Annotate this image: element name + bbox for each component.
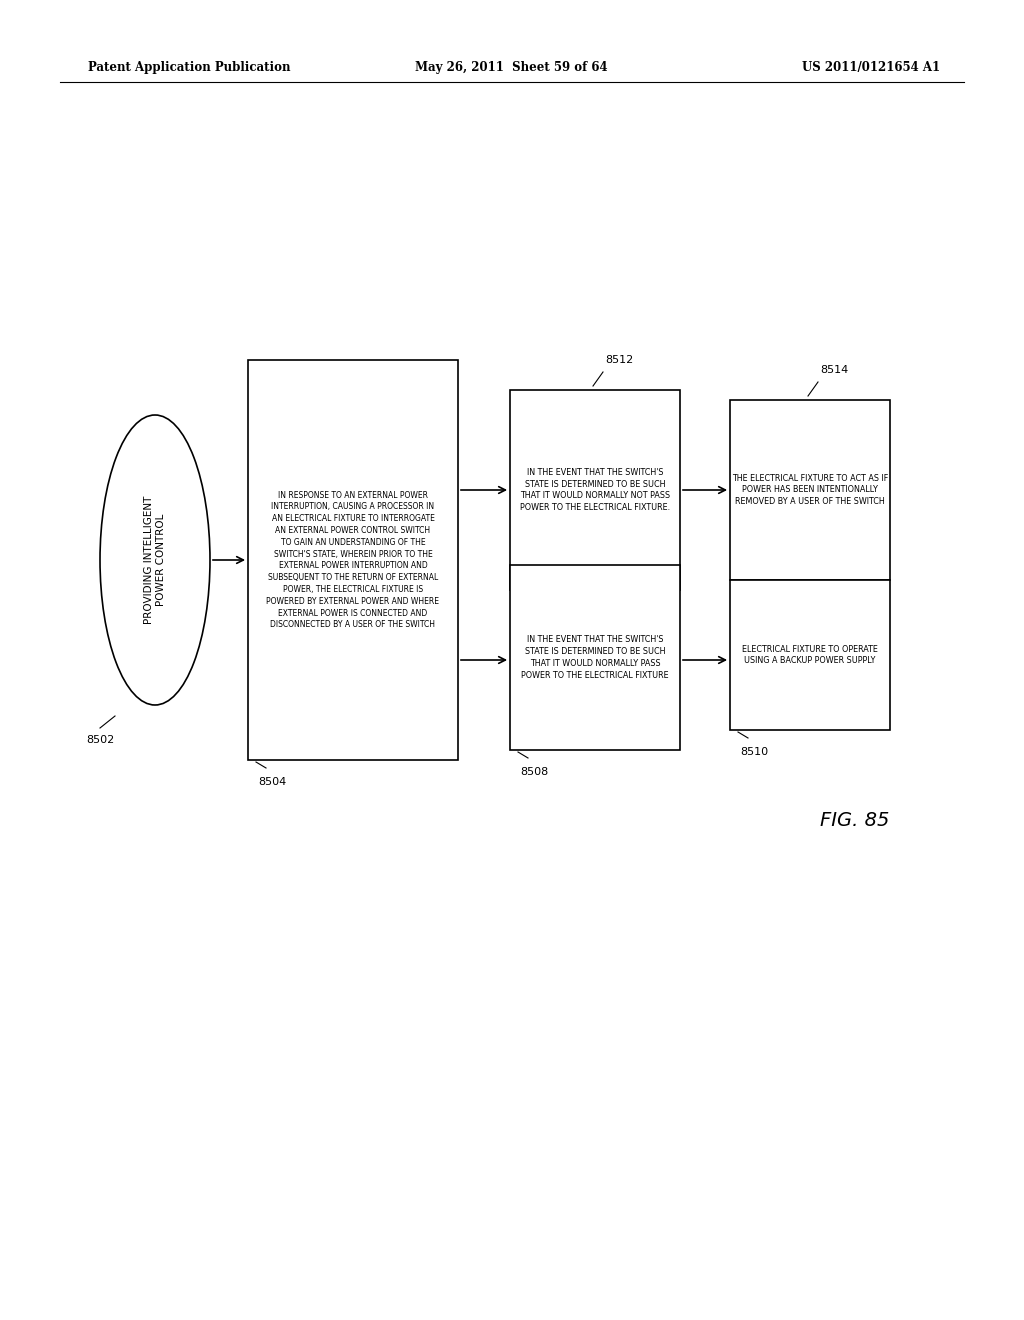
- Text: US 2011/0121654 A1: US 2011/0121654 A1: [802, 62, 940, 74]
- Text: PROVIDING INTELLIGENT
POWER CONTROL: PROVIDING INTELLIGENT POWER CONTROL: [144, 496, 166, 624]
- Text: 8502: 8502: [86, 735, 115, 744]
- FancyBboxPatch shape: [510, 389, 680, 590]
- FancyBboxPatch shape: [510, 565, 680, 750]
- FancyBboxPatch shape: [248, 360, 458, 760]
- Text: 8514: 8514: [820, 366, 848, 375]
- Text: May 26, 2011  Sheet 59 of 64: May 26, 2011 Sheet 59 of 64: [415, 62, 607, 74]
- Text: Patent Application Publication: Patent Application Publication: [88, 62, 291, 74]
- Text: 8512: 8512: [605, 355, 633, 366]
- Text: IN THE EVENT THAT THE SWITCH'S
STATE IS DETERMINED TO BE SUCH
THAT IT WOULD NORM: IN THE EVENT THAT THE SWITCH'S STATE IS …: [521, 635, 669, 680]
- Text: IN THE EVENT THAT THE SWITCH'S
STATE IS DETERMINED TO BE SUCH
THAT IT WOULD NORM: IN THE EVENT THAT THE SWITCH'S STATE IS …: [520, 467, 670, 512]
- Text: FIG. 85: FIG. 85: [820, 810, 890, 829]
- FancyBboxPatch shape: [730, 579, 890, 730]
- Text: IN RESPONSE TO AN EXTERNAL POWER
INTERRUPTION, CAUSING A PROCESSOR IN
AN ELECTRI: IN RESPONSE TO AN EXTERNAL POWER INTERRU…: [266, 491, 439, 630]
- Text: 8510: 8510: [740, 747, 768, 756]
- Text: ELECTRICAL FIXTURE TO OPERATE
USING A BACKUP POWER SUPPLY: ELECTRICAL FIXTURE TO OPERATE USING A BA…: [742, 644, 878, 665]
- FancyBboxPatch shape: [730, 400, 890, 579]
- Text: THE ELECTRICAL FIXTURE TO ACT AS IF
POWER HAS BEEN INTENTIONALLY
REMOVED BY A US: THE ELECTRICAL FIXTURE TO ACT AS IF POWE…: [732, 474, 888, 507]
- Text: 8508: 8508: [520, 767, 548, 777]
- Ellipse shape: [100, 414, 210, 705]
- Text: 8504: 8504: [258, 777, 287, 787]
